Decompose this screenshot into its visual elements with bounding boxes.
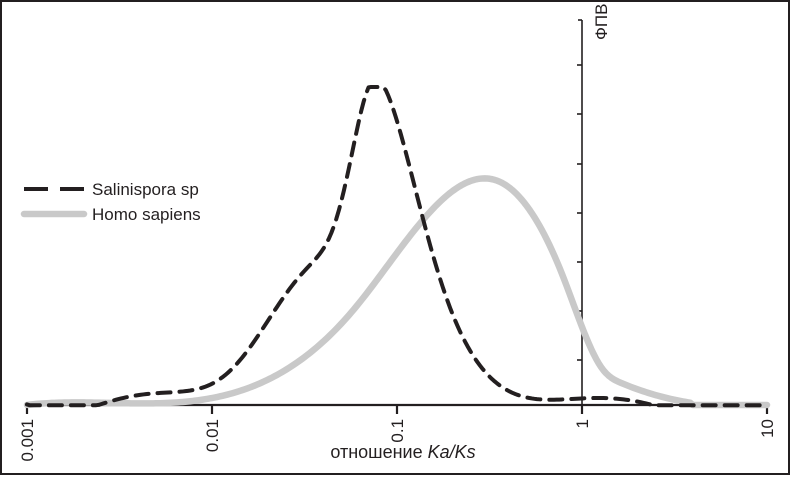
svg-text:отношение Ka/Ks: отношение Ka/Ks bbox=[330, 442, 475, 462]
svg-text:1: 1 bbox=[573, 419, 592, 428]
svg-text:0.001: 0.001 bbox=[18, 419, 37, 462]
svg-text:Homo sapiens: Homo sapiens bbox=[92, 205, 201, 224]
svg-text:0.1: 0.1 bbox=[388, 419, 407, 443]
svg-text:ФПВ: ФПВ bbox=[592, 4, 611, 40]
svg-text:0.01: 0.01 bbox=[203, 419, 222, 452]
svg-text:10: 10 bbox=[758, 419, 777, 438]
svg-text:Salinispora sp: Salinispora sp bbox=[92, 180, 199, 199]
